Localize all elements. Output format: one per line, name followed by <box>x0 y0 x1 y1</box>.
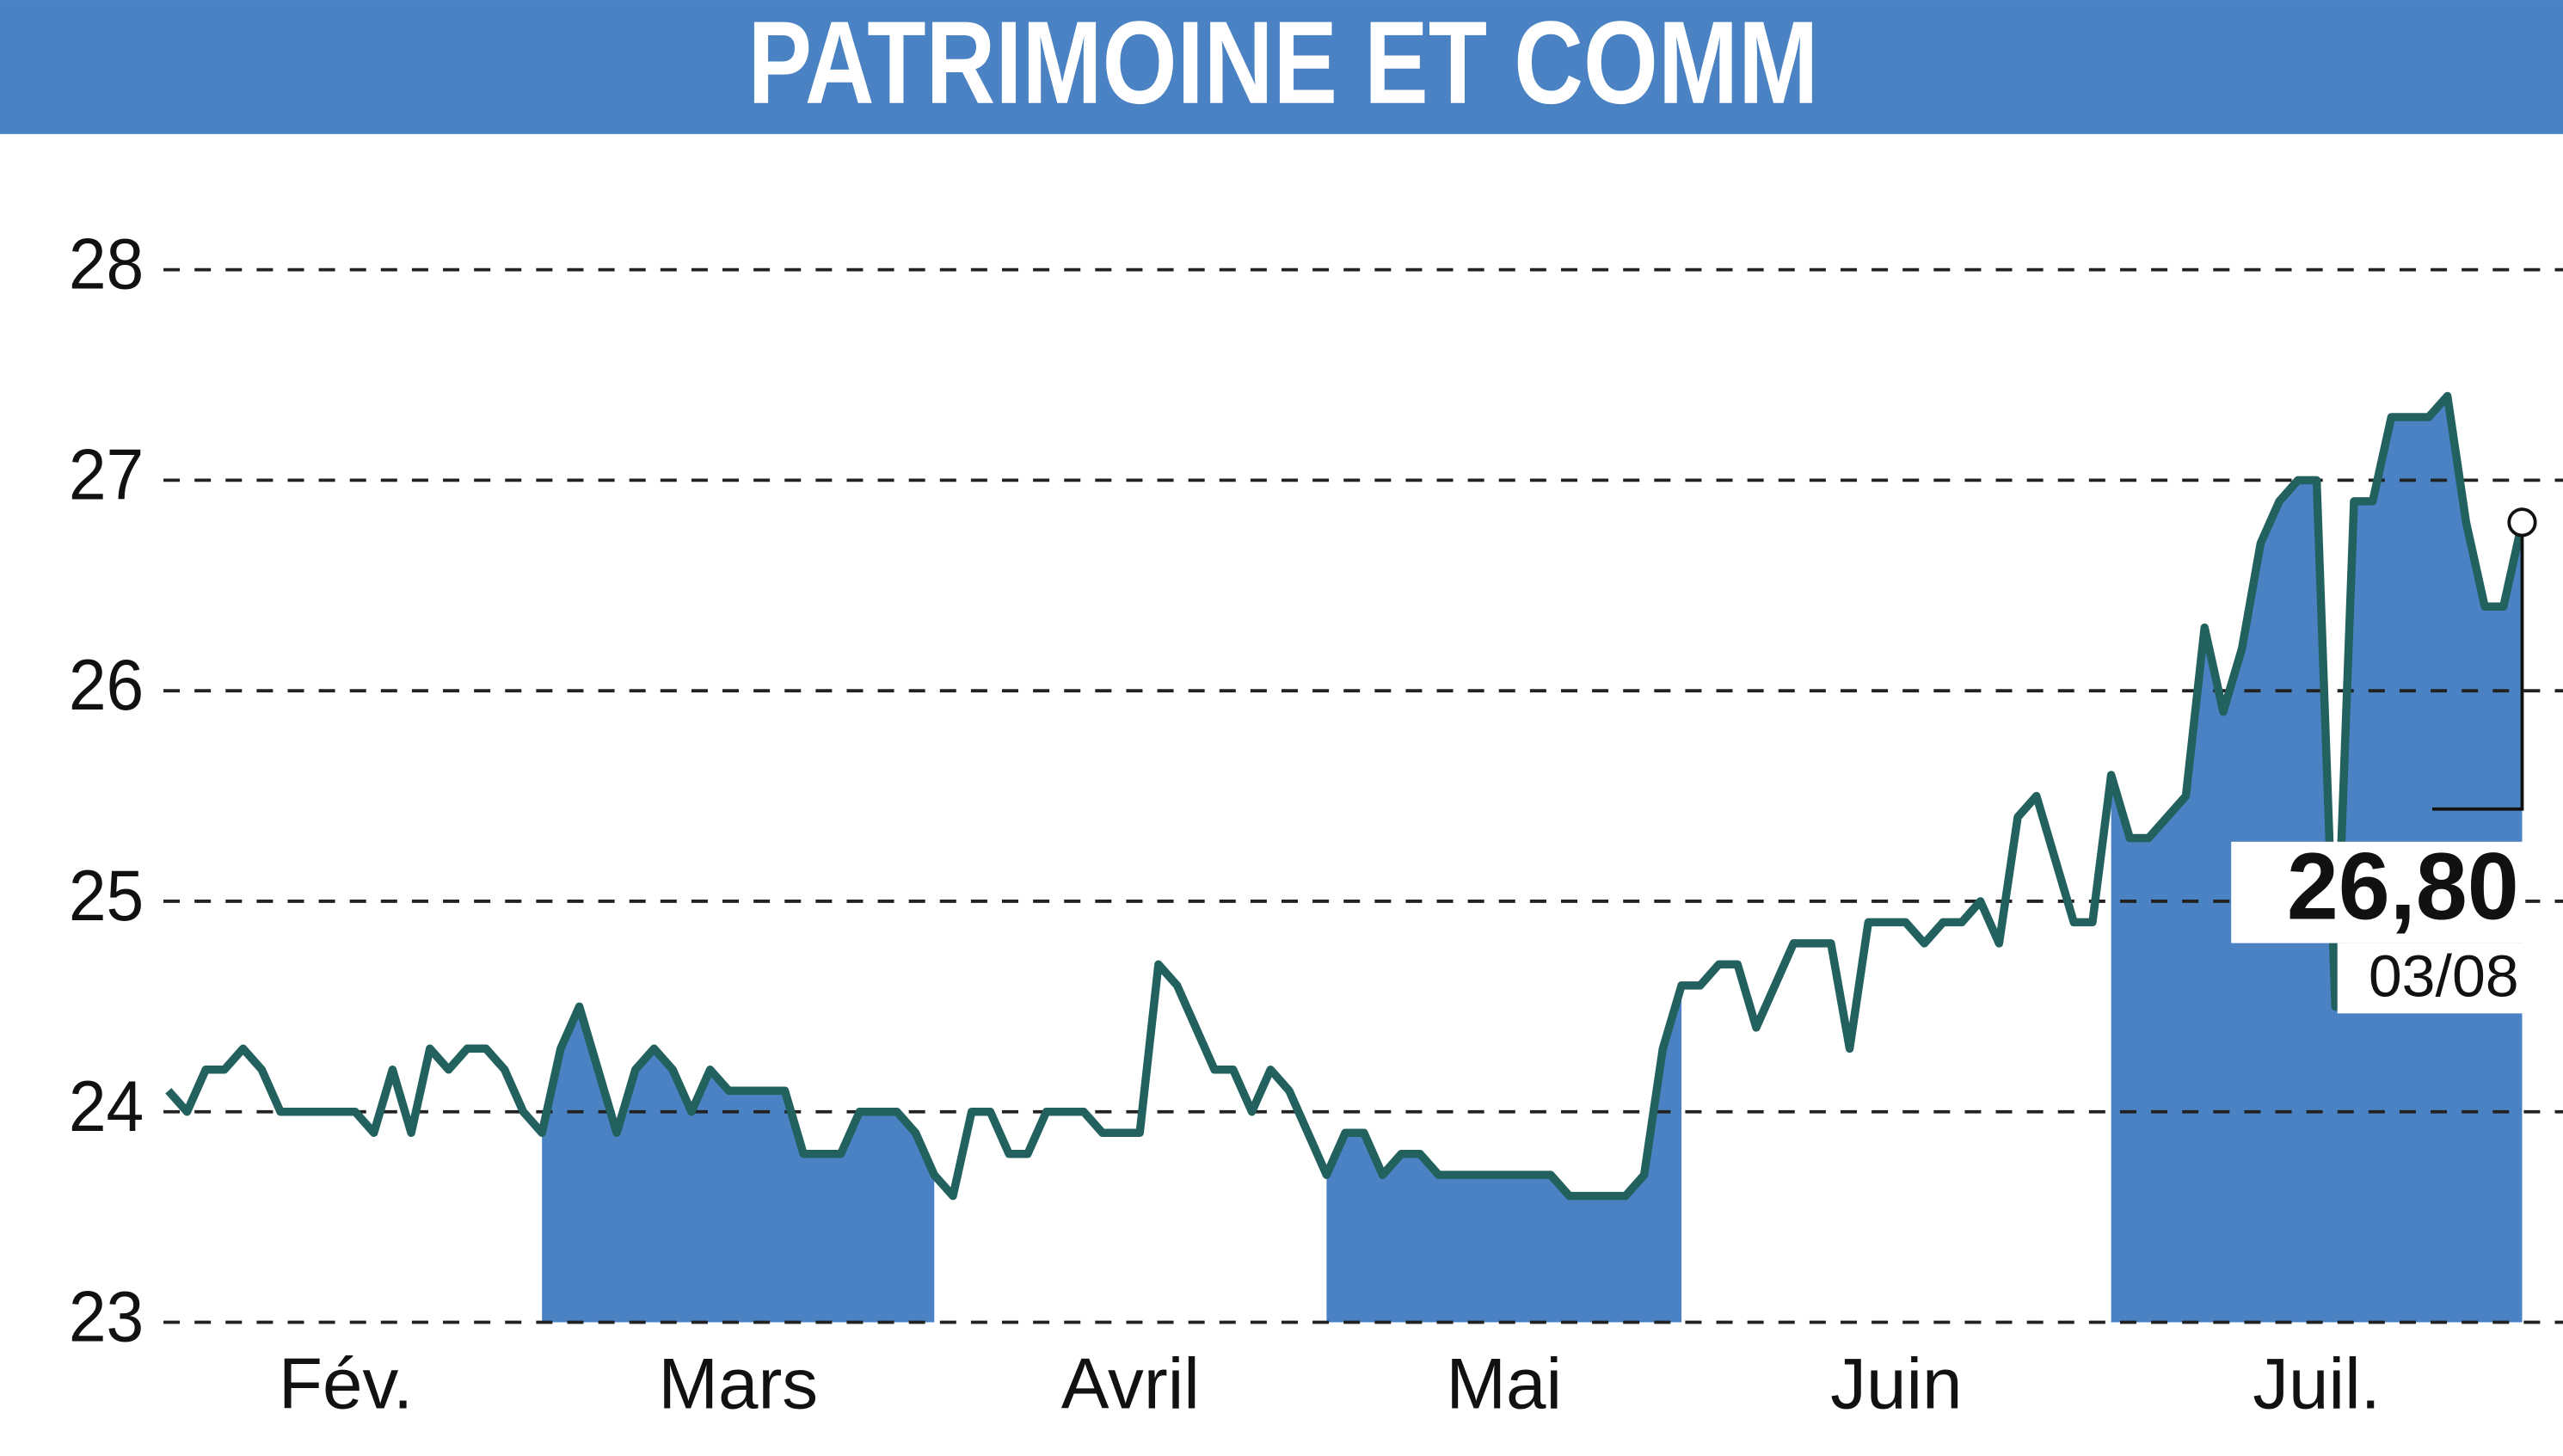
last-point <box>2507 507 2537 538</box>
x-tick-label: Juil. <box>2253 1343 2381 1424</box>
end-value-label: 26,80 <box>2287 834 2519 940</box>
x-tick-label: Avril <box>1061 1343 1200 1424</box>
y-tick-label: 23 <box>69 1276 144 1357</box>
label-box <box>2231 841 2526 943</box>
leader <box>2431 522 2524 811</box>
month-area <box>1326 985 1682 1323</box>
y-tick-label: 25 <box>69 855 144 936</box>
x-tick-label: Juin <box>1830 1343 1962 1424</box>
x-tick-label: Fév. <box>279 1343 413 1424</box>
chart-title: PATRIMOINE ET COMM <box>747 0 1818 128</box>
y-tick-label: 27 <box>69 433 144 514</box>
month-area <box>542 1006 935 1323</box>
title-bar <box>0 0 2563 134</box>
y-tick-label: 26 <box>69 644 144 725</box>
x-tick-label: Mars <box>658 1343 818 1424</box>
price-line <box>165 391 2527 1201</box>
y-tick-label: 28 <box>69 224 144 304</box>
date-box <box>2337 943 2526 1014</box>
x-tick-label: Mai <box>1446 1343 1562 1424</box>
end-date-label: 03/08 <box>2369 943 2519 1009</box>
y-tick-label: 24 <box>69 1066 144 1146</box>
